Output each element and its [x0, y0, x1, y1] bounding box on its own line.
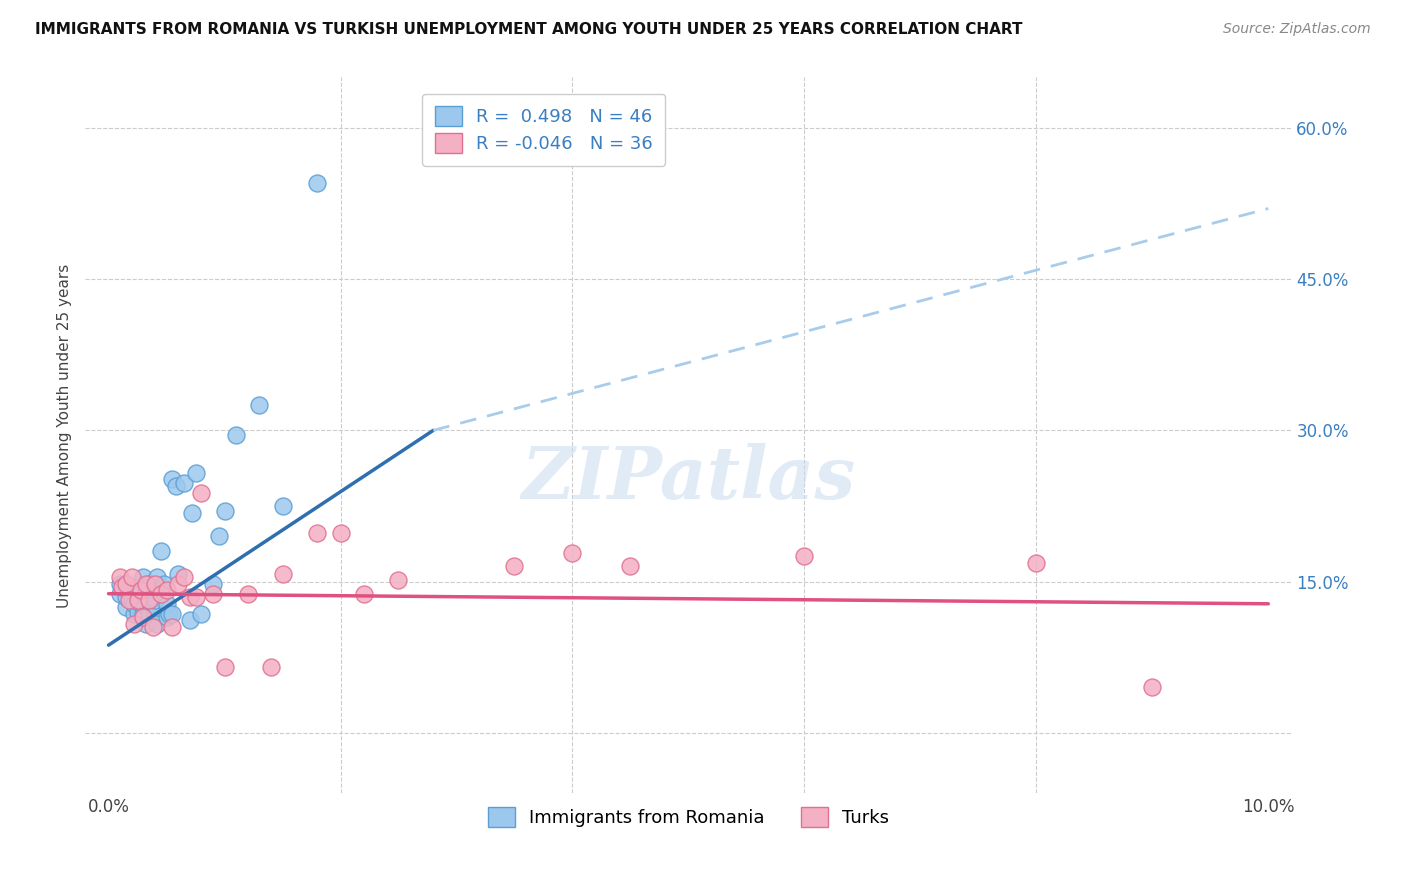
- Text: Source: ZipAtlas.com: Source: ZipAtlas.com: [1223, 22, 1371, 37]
- Point: [1142, 681, 1164, 695]
- Point: [135, 616, 157, 631]
- Point: [135, 576, 157, 591]
- Point: [142, 620, 165, 634]
- Point: [115, 590, 138, 604]
- Point: [165, 479, 187, 493]
- Point: [225, 428, 247, 442]
- Point: [162, 620, 184, 634]
- Point: [184, 466, 207, 480]
- Text: ZIPatlas: ZIPatlas: [522, 442, 855, 514]
- Point: [236, 587, 259, 601]
- Point: [387, 573, 409, 587]
- Point: [138, 592, 160, 607]
- Point: [149, 587, 172, 601]
- Point: [122, 616, 145, 631]
- Point: [561, 546, 583, 560]
- Point: [127, 595, 149, 609]
- Point: [149, 544, 172, 558]
- Point: [108, 576, 131, 591]
- Point: [108, 587, 131, 601]
- Point: [155, 582, 177, 597]
- Point: [190, 486, 212, 500]
- Point: [111, 580, 134, 594]
- Point: [143, 607, 166, 621]
- Point: [184, 590, 207, 604]
- Point: [118, 582, 141, 597]
- Point: [115, 576, 138, 591]
- Point: [132, 607, 155, 621]
- Point: [132, 597, 155, 611]
- Point: [167, 576, 190, 591]
- Point: [138, 576, 160, 591]
- Point: [135, 587, 157, 601]
- Point: [619, 559, 641, 574]
- Point: [143, 592, 166, 607]
- Point: [162, 472, 184, 486]
- Point: [260, 660, 283, 674]
- Point: [127, 605, 149, 619]
- Point: [190, 607, 212, 621]
- Point: [307, 526, 329, 541]
- Point: [201, 587, 224, 601]
- Point: [179, 613, 201, 627]
- Point: [173, 475, 195, 490]
- Point: [129, 582, 152, 597]
- Point: [121, 592, 143, 607]
- Point: [127, 580, 149, 594]
- Point: [179, 590, 201, 604]
- Y-axis label: Unemployment Among Youth under 25 years: Unemployment Among Youth under 25 years: [58, 263, 72, 607]
- Point: [307, 177, 329, 191]
- Point: [167, 566, 190, 581]
- Point: [247, 398, 270, 412]
- Point: [146, 616, 169, 631]
- Point: [214, 660, 236, 674]
- Point: [271, 499, 294, 513]
- Point: [143, 576, 166, 591]
- Point: [122, 607, 145, 621]
- Point: [208, 529, 231, 543]
- Point: [142, 582, 165, 597]
- Point: [353, 587, 375, 601]
- Point: [181, 506, 204, 520]
- Point: [1025, 557, 1047, 571]
- Point: [146, 569, 169, 583]
- Point: [793, 549, 815, 564]
- Point: [138, 607, 160, 621]
- Point: [271, 566, 294, 581]
- Point: [162, 607, 184, 621]
- Point: [214, 504, 236, 518]
- Point: [157, 607, 180, 621]
- Point: [201, 576, 224, 591]
- Point: [132, 569, 155, 583]
- Text: IMMIGRANTS FROM ROMANIA VS TURKISH UNEMPLOYMENT AMONG YOUTH UNDER 25 YEARS CORRE: IMMIGRANTS FROM ROMANIA VS TURKISH UNEMP…: [35, 22, 1022, 37]
- Point: [121, 569, 143, 583]
- Point: [153, 576, 176, 591]
- Point: [129, 592, 152, 607]
- Point: [108, 569, 131, 583]
- Point: [155, 610, 177, 624]
- Point: [329, 526, 352, 541]
- Point: [127, 592, 149, 607]
- Point: [173, 569, 195, 583]
- Point: [132, 610, 155, 624]
- Point: [142, 597, 165, 611]
- Point: [122, 597, 145, 611]
- Point: [115, 599, 138, 614]
- Point: [503, 559, 526, 574]
- Point: [118, 592, 141, 607]
- Point: [155, 597, 177, 611]
- Legend: Immigrants from Romania, Turks: Immigrants from Romania, Turks: [481, 800, 897, 834]
